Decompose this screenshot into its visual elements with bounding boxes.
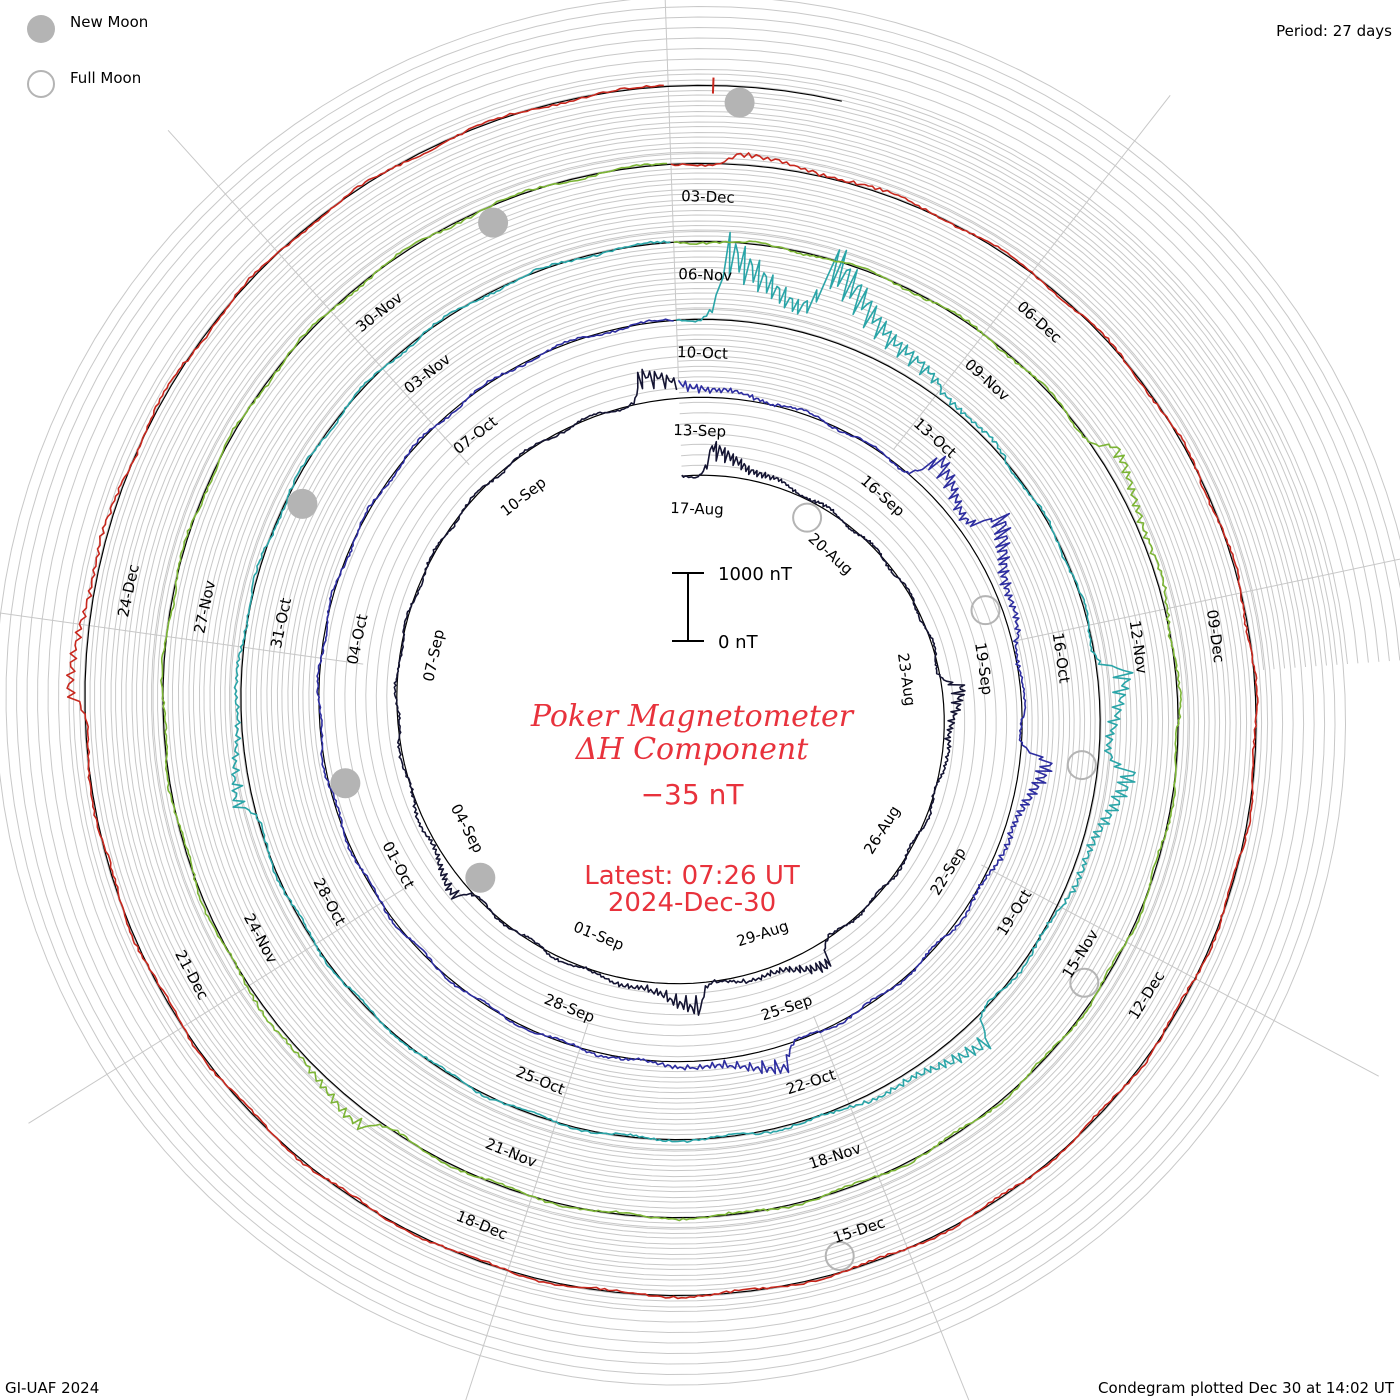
day-spoke <box>1012 558 1400 642</box>
date-label: 04-Oct <box>343 612 371 666</box>
full-moon-marker <box>1069 967 1100 998</box>
series-line-5 <box>66 84 1259 1300</box>
full-moon-marker <box>792 502 823 533</box>
day-spoke <box>813 1015 970 1400</box>
date-label: 09-Dec <box>1203 608 1228 664</box>
full-moon-legend-icon <box>27 70 55 98</box>
series-traces <box>66 77 1259 1300</box>
full-moon-marker <box>970 595 1001 626</box>
chart-title: Poker Magnetometer <box>530 699 855 734</box>
grid-spiral <box>152 152 1265 1229</box>
latest-date: 2024-Dec-30 <box>608 888 776 918</box>
grid-spiral <box>37 37 1380 1344</box>
full-moon-label: Full Moon <box>70 69 142 87</box>
new-moon-marker <box>287 488 318 519</box>
grid-spiral <box>47 47 1369 1334</box>
latest-time: Latest: 07:26 UT <box>584 861 800 891</box>
date-label: 25-Sep <box>759 991 815 1024</box>
date-label: 23-Aug <box>894 652 919 707</box>
new-moon-marker <box>724 87 755 118</box>
new-moon-marker <box>478 207 509 238</box>
grid-spiral <box>16 16 1400 1365</box>
day-spoke <box>0 612 364 665</box>
date-label: 03-Dec <box>681 187 735 207</box>
scale-bar: 1000 nT 0 nT <box>672 564 793 653</box>
grid-spiral <box>68 68 1348 1313</box>
date-label: 12-Nov <box>1126 619 1151 675</box>
scale-bottom-label: 0 nT <box>718 632 759 653</box>
date-label: 17-Aug <box>670 499 724 519</box>
grid-spiral <box>142 142 1275 1239</box>
grid-spiral <box>89 89 1327 1292</box>
date-label: 16-Oct <box>1049 631 1074 684</box>
grid-spiral <box>58 58 1359 1323</box>
new-moon-marker <box>330 768 361 799</box>
day-spoke <box>664 0 679 381</box>
full-moon-marker <box>824 1240 855 1271</box>
date-label: 13-Sep <box>673 421 726 441</box>
grid-spiral <box>121 121 1296 1260</box>
grid-spiral <box>26 26 1390 1355</box>
date-label: 16-Sep <box>857 472 908 521</box>
series-line-4 <box>160 162 1182 1222</box>
date-label: 22-Sep <box>926 844 969 898</box>
date-label: 03-Nov <box>401 350 455 397</box>
full-moon-marker <box>1066 750 1097 781</box>
date-label: 10-Sep <box>497 473 550 520</box>
grid-spiral <box>100 100 1317 1281</box>
day-spoke <box>167 130 470 466</box>
day-spoke <box>465 1023 589 1400</box>
scale-top-label: 1000 nT <box>718 564 793 585</box>
series-line-2 <box>316 318 1053 1075</box>
series-line-3 <box>231 231 1136 1143</box>
grid-spiral <box>131 131 1286 1250</box>
date-label: 30-Nov <box>353 289 407 336</box>
date-label: 10-Oct <box>677 343 729 363</box>
footer-plotted: Condegram plotted Dec 30 at 14:02 UT <box>1098 1379 1394 1397</box>
day-spoke <box>981 864 1379 1077</box>
grid-spiral <box>5 5 1400 1376</box>
footer-credit: GI-UAF 2024 <box>5 1379 100 1397</box>
date-label: 29-Aug <box>734 917 790 951</box>
date-label: 06-Nov <box>678 265 732 285</box>
new-moon-marker <box>465 862 496 893</box>
date-label: 19-Sep <box>971 641 996 696</box>
series-line-1 <box>393 368 966 1016</box>
date-label: 07-Sep <box>419 628 448 683</box>
new-moon-legend-icon <box>27 15 55 43</box>
day-spoke <box>28 884 411 1124</box>
grid-spiral <box>79 79 1338 1302</box>
chart-subtitle: ΔH Component <box>575 732 809 767</box>
current-value: −35 nT <box>641 778 745 811</box>
grid-spiral <box>110 110 1307 1271</box>
date-label: 20-Aug <box>805 529 857 578</box>
date-label: 04-Sep <box>447 801 488 856</box>
series-end-tick <box>711 77 715 94</box>
date-label: 01-Sep <box>571 918 627 954</box>
date-label: 26-Aug <box>860 802 904 857</box>
period-label: Period: 27 days <box>1276 22 1392 40</box>
moon-markers <box>287 87 1100 1271</box>
new-moon-label: New Moon <box>70 13 149 31</box>
